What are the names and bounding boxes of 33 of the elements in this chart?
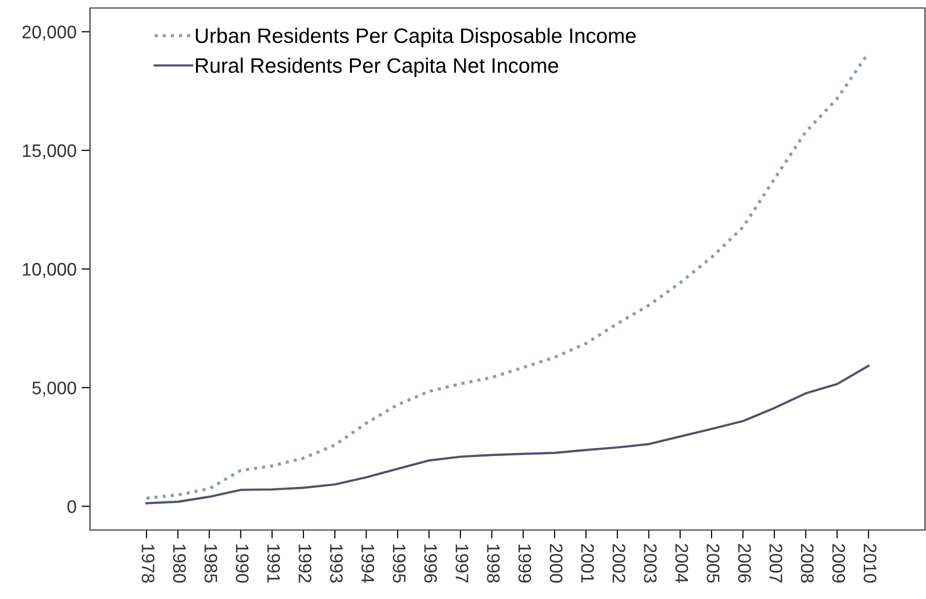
x-tick-label: 1997 — [456, 544, 468, 582]
x-tick-label: 2009 — [832, 544, 846, 583]
y-tick-label: 5,000 — [32, 382, 76, 396]
x-tick-label: 2000 — [550, 544, 563, 583]
x-tick-label: 2004 — [675, 544, 688, 583]
x-tick-label: 2001 — [581, 544, 594, 582]
x-tick-label: 2003 — [644, 544, 657, 583]
x-tick-label: 1994 — [361, 544, 374, 583]
x-tick-label: 2002 — [612, 544, 626, 582]
y-tick-label: 0 — [67, 500, 76, 513]
x-tick-label: 1996 — [424, 544, 437, 583]
x-tick-label: 2005 — [706, 544, 720, 583]
x-tick-label: 1985 — [204, 544, 218, 583]
line-series — [145, 364, 870, 504]
x-tick-label: 2008 — [800, 544, 814, 583]
y-tick-label: 20,000 — [22, 26, 76, 41]
y-tick-label: 15,000 — [22, 144, 76, 160]
line-series — [144, 51, 870, 500]
x-tick-label: 1995 — [392, 544, 406, 583]
x-tick-label: 2006 — [738, 544, 751, 583]
x-tick-label: 2007 — [769, 544, 782, 582]
x-tick-label: 1999 — [518, 544, 532, 583]
legend-label: Rural Residents Per Capita Net Income — [196, 58, 558, 78]
x-tick-label: 1993 — [330, 544, 343, 583]
x-tick-label: 2010 — [864, 544, 876, 583]
x-tick-label: 1992 — [298, 544, 312, 582]
legend-label: Urban Residents Per Capita Disposable Income — [196, 28, 636, 48]
y-tick-label: 10,000 — [22, 262, 76, 278]
x-tick-label: 1998 — [486, 544, 500, 583]
x-tick-label: 1978 — [142, 544, 154, 583]
x-tick-label: 1990 — [236, 544, 249, 583]
x-tick-label: 1980 — [173, 544, 186, 583]
x-tick-label: 1991 — [267, 544, 280, 582]
